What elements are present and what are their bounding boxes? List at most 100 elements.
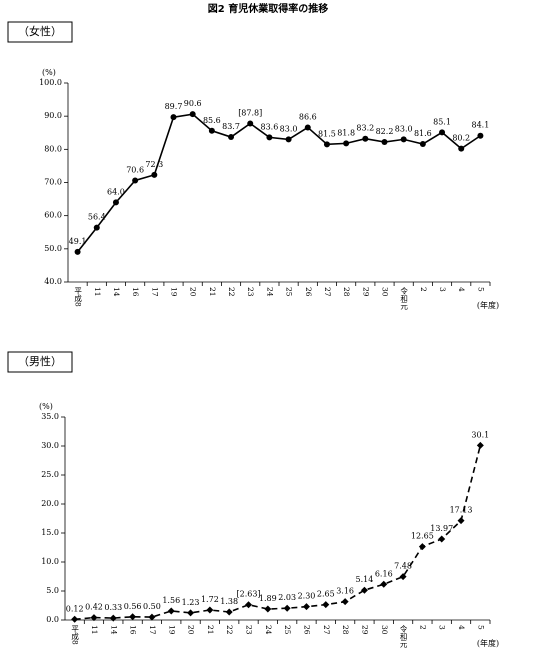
x-tick-label: 26 xyxy=(302,625,311,635)
value-label: 2.03 xyxy=(278,593,296,602)
value-label: 83.7 xyxy=(222,122,240,131)
marker xyxy=(457,517,465,525)
marker xyxy=(343,140,350,147)
value-label: 72.3 xyxy=(145,160,163,169)
marker xyxy=(477,132,484,139)
x-tick-label: 24 xyxy=(265,287,274,297)
marker xyxy=(228,134,235,141)
x-tick-label: 29 xyxy=(361,287,370,297)
marker xyxy=(206,606,214,614)
marker xyxy=(225,608,233,616)
x-tick-label: 2 xyxy=(419,287,428,292)
value-label: 12.65 xyxy=(411,532,434,541)
value-label: 0.12 xyxy=(66,604,84,613)
marker xyxy=(285,136,292,143)
x-tick-label: 20 xyxy=(187,625,196,635)
marker xyxy=(71,615,79,623)
marker xyxy=(151,171,158,178)
value-label: 81.6 xyxy=(414,129,432,138)
value-label: 82.2 xyxy=(376,127,394,136)
x-tick-label: 3 xyxy=(438,287,447,292)
x-tick-label: 27 xyxy=(322,625,331,635)
y-tick-label: 10.0 xyxy=(41,557,59,566)
value-label: 6.16 xyxy=(375,569,393,578)
x-tick-label: 令和元 xyxy=(399,624,408,649)
x-tick-label: 5 xyxy=(476,625,485,630)
value-label: 86.6 xyxy=(299,112,317,121)
value-label: 85.6 xyxy=(203,116,221,125)
marker xyxy=(476,441,484,449)
x-tick-label: 17 xyxy=(150,287,159,297)
value-label: 89.7 xyxy=(165,102,183,111)
marker xyxy=(399,573,407,581)
value-label: 3.16 xyxy=(336,587,354,596)
value-label: 64.0 xyxy=(107,187,125,196)
x-tick-label: 23 xyxy=(246,287,255,297)
y-tick-label: 60.0 xyxy=(44,211,62,220)
x-tick-label: 30 xyxy=(381,287,390,297)
x-tick-label: 19 xyxy=(170,287,179,297)
marker xyxy=(187,609,195,617)
x-tick-label: 平成8 xyxy=(73,287,82,307)
marker xyxy=(323,141,330,148)
marker xyxy=(438,535,446,543)
x-tick-label: 27 xyxy=(323,287,332,297)
x-tick-label: 4 xyxy=(457,287,466,292)
value-label: 1.23 xyxy=(182,598,200,607)
marker xyxy=(360,586,368,594)
value-label: 85.1 xyxy=(433,117,451,126)
value-label: 90.6 xyxy=(184,99,202,108)
marker xyxy=(418,543,426,551)
value-label: 70.6 xyxy=(126,166,144,175)
marker xyxy=(283,604,291,612)
value-label: 0.42 xyxy=(85,603,103,612)
marker xyxy=(362,135,369,142)
value-label: 2.65 xyxy=(317,590,335,599)
y-tick-label: 80.0 xyxy=(44,144,62,153)
x-tick-label: 26 xyxy=(304,287,313,297)
marker xyxy=(400,136,407,143)
value-label: 56.4 xyxy=(88,213,106,222)
x-tick-label: 令和元 xyxy=(399,286,408,311)
y-tick-label: 50.0 xyxy=(44,244,62,253)
marker xyxy=(458,145,465,152)
section-box xyxy=(7,21,73,43)
marker xyxy=(245,601,253,609)
y-tick-label: 25.0 xyxy=(41,470,59,479)
y-tick-label: 90.0 xyxy=(44,111,62,120)
x-tick-label: 17 xyxy=(148,625,157,635)
x-tick-label: 25 xyxy=(285,287,294,297)
marker xyxy=(74,248,81,255)
value-label: 83.0 xyxy=(395,124,413,133)
y-unit: (%) xyxy=(39,402,53,411)
marker xyxy=(264,605,272,613)
marker xyxy=(247,120,254,127)
x-tick-label: 21 xyxy=(208,287,217,297)
y-tick-label: 15.0 xyxy=(41,528,59,537)
x-unit: (年度) xyxy=(477,638,499,648)
value-label: 1.89 xyxy=(259,594,277,603)
x-tick-label: 21 xyxy=(206,625,215,635)
value-label: 83.0 xyxy=(280,124,298,133)
x-tick-label: 11 xyxy=(93,287,102,297)
data-line xyxy=(76,113,481,253)
x-tick-label: 28 xyxy=(342,287,351,297)
x-tick-label: 4 xyxy=(457,625,466,630)
marker xyxy=(148,613,156,621)
value-label: 1.56 xyxy=(162,596,180,605)
value-label: 81.8 xyxy=(337,128,355,137)
x-tick-label: 22 xyxy=(227,287,236,297)
value-label: 7.48 xyxy=(394,562,412,571)
marker xyxy=(167,607,175,615)
value-label: [87.8] xyxy=(238,108,262,117)
x-tick-label: 5 xyxy=(476,287,485,292)
value-label: 13.97 xyxy=(430,524,453,533)
marker xyxy=(419,141,426,148)
x-tick-label: 平成8 xyxy=(70,625,79,645)
x-tick-label: 25 xyxy=(283,625,292,635)
value-label: 81.5 xyxy=(318,129,336,138)
value-label: 0.56 xyxy=(124,602,142,611)
y-tick-label: 5.0 xyxy=(46,586,59,595)
